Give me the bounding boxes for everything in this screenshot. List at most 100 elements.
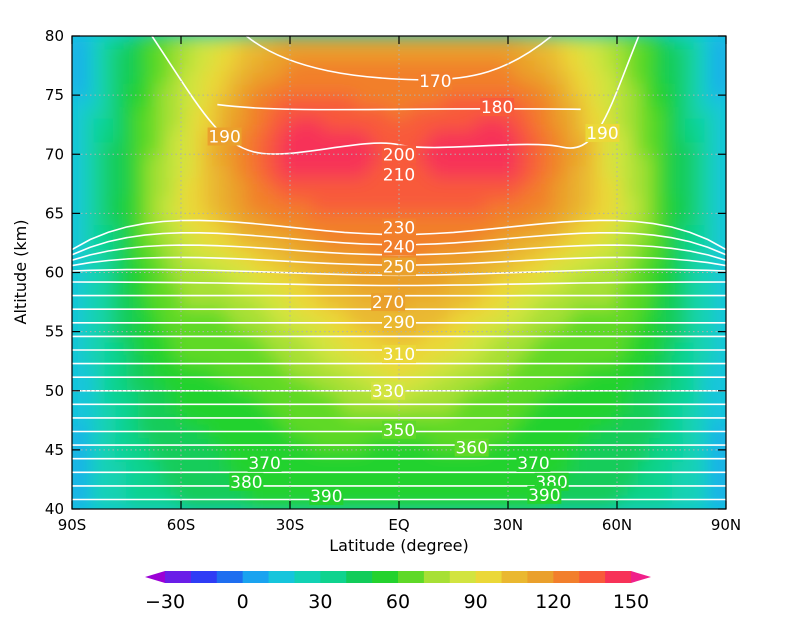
- field-cell: [562, 71, 575, 85]
- field-cell: [431, 260, 444, 274]
- field-cell: [82, 331, 95, 345]
- field-cell: [344, 414, 357, 428]
- field-cell: [562, 296, 575, 309]
- field-cell: [573, 118, 586, 132]
- field-cell: [420, 426, 433, 439]
- field-cell: [246, 189, 259, 203]
- field-cell: [104, 378, 117, 392]
- field-cell: [627, 59, 640, 73]
- field-cell: [518, 71, 531, 85]
- field-cell: [148, 414, 160, 428]
- field-cell: [420, 118, 433, 132]
- field-cell: [72, 47, 84, 61]
- field-cell: [660, 225, 673, 238]
- field-cell: [409, 177, 422, 191]
- field-cell: [148, 36, 160, 49]
- field-cell: [268, 71, 280, 85]
- field-cell: [137, 485, 150, 498]
- field-cell: [191, 189, 204, 203]
- field-cell: [409, 36, 422, 49]
- field-cell: [715, 47, 726, 61]
- field-cell: [420, 225, 433, 238]
- field-cell: [540, 166, 553, 179]
- field-cell: [508, 237, 520, 250]
- field-cell: [159, 106, 171, 120]
- field-cell: [595, 402, 607, 416]
- field-cell: [137, 142, 150, 156]
- field-cell: [638, 378, 651, 392]
- field-cell: [671, 414, 684, 428]
- field-cell: [540, 390, 553, 404]
- field-cell: [529, 319, 542, 333]
- field-cell: [682, 485, 695, 498]
- field-cell: [486, 83, 498, 96]
- field-cell: [693, 390, 705, 404]
- field-cell: [660, 142, 673, 156]
- field-cell: [453, 402, 466, 416]
- field-cell: [497, 189, 509, 203]
- field-cell: [715, 272, 726, 286]
- field-cell: [311, 237, 324, 250]
- isoline: [72, 281, 726, 287]
- field-cell: [148, 355, 160, 368]
- field-cell: [671, 106, 684, 120]
- field-cell: [660, 461, 673, 475]
- field-cell: [279, 319, 291, 333]
- field-cell: [617, 449, 629, 463]
- field-cell: [617, 331, 629, 345]
- field-cell: [191, 426, 204, 439]
- field-cell: [268, 59, 280, 73]
- contour-label: 250: [383, 258, 415, 278]
- field-cell: [704, 118, 716, 132]
- field-cell: [453, 189, 466, 203]
- field-cell: [442, 225, 455, 238]
- field-cell: [322, 319, 335, 333]
- field-cell: [137, 118, 150, 132]
- field-cell: [540, 237, 553, 250]
- field-cell: [715, 118, 726, 132]
- field-cell: [704, 485, 716, 498]
- field-cell: [126, 83, 139, 96]
- field-cell: [72, 367, 84, 380]
- field-cell: [344, 272, 357, 286]
- field-cell: [137, 237, 150, 250]
- field-cell: [627, 166, 640, 179]
- field-cell: [268, 248, 280, 262]
- field-cell: [115, 248, 128, 262]
- field-cell: [333, 355, 346, 368]
- field-cell: [257, 284, 269, 297]
- field-cell: [224, 402, 237, 416]
- field-cell: [148, 142, 160, 156]
- field-cell: [627, 83, 640, 96]
- field-cell: [72, 485, 84, 498]
- field-cell: [475, 260, 487, 274]
- field-cell: [551, 272, 564, 286]
- field-cell: [584, 485, 596, 498]
- colorbar-swatch: [501, 571, 528, 583]
- field-cell: [497, 485, 509, 498]
- field-cell: [693, 106, 705, 120]
- field-cell: [518, 473, 531, 487]
- field-cell: [497, 130, 509, 144]
- field-cell: [377, 106, 389, 120]
- field-cell: [704, 272, 716, 286]
- field-cell: [453, 142, 466, 156]
- field-cell: [257, 189, 269, 203]
- field-cell: [137, 307, 150, 321]
- field-cell: [104, 402, 117, 416]
- field-cell: [518, 390, 531, 404]
- field-cell: [72, 497, 84, 509]
- field-cell: [355, 485, 368, 498]
- field-cell: [442, 59, 455, 73]
- field-cell: [115, 260, 128, 274]
- field-cell: [409, 284, 422, 297]
- field-cell: [322, 473, 335, 487]
- field-cell: [290, 166, 302, 179]
- field-cell: [638, 248, 651, 262]
- field-cell: [279, 355, 291, 368]
- field-cell: [475, 378, 487, 392]
- field-cell: [300, 272, 313, 286]
- field-cell: [518, 414, 531, 428]
- field-cell: [606, 284, 618, 297]
- field-cell: [682, 272, 695, 286]
